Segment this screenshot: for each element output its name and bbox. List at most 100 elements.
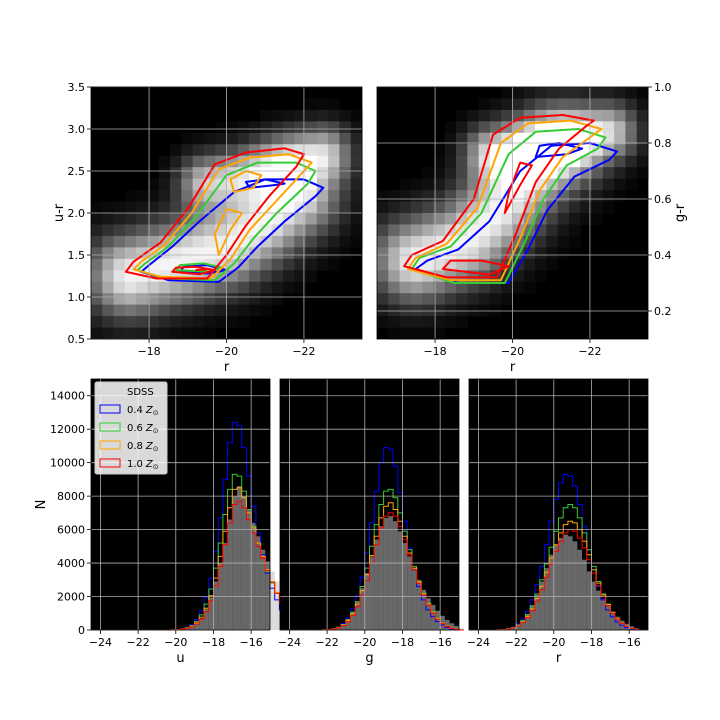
heatmap-cell xyxy=(501,121,513,134)
heatmap-cell xyxy=(546,235,559,248)
heatmap-cell xyxy=(478,167,491,180)
hist-bar-sdss xyxy=(426,598,431,630)
heatmap-cell xyxy=(410,201,423,214)
heatmap-cell xyxy=(501,281,513,294)
hist-bar-sdss xyxy=(534,594,540,630)
heatmap-cell xyxy=(489,258,502,271)
heatmap-cell xyxy=(523,109,536,122)
heatmap-cell xyxy=(546,87,559,99)
heatmap-cell xyxy=(489,247,502,260)
heatmap-cell xyxy=(339,235,352,248)
hist-bar-sdss xyxy=(454,625,459,630)
hist-bar-sdss xyxy=(265,561,270,630)
y-tick-label: 14000 xyxy=(50,390,85,403)
y-axis-label: g-r xyxy=(673,203,688,222)
heatmap-cell xyxy=(271,293,284,306)
heatmap-cell xyxy=(339,167,352,180)
heatmap-cell xyxy=(158,167,171,180)
heatmap-cell xyxy=(467,132,480,145)
heatmap-cell xyxy=(546,201,559,214)
heatmap-cell xyxy=(192,190,205,203)
heatmap-cell xyxy=(489,144,502,157)
heatmap-cell xyxy=(512,98,525,111)
hist-bar-sdss xyxy=(189,626,195,630)
heatmap-cell xyxy=(136,190,148,203)
hist-bar-sdss xyxy=(525,614,531,630)
heatmap-cell xyxy=(535,270,547,283)
heatmap-cell xyxy=(91,293,103,306)
x-tick-label: −16 xyxy=(618,636,641,649)
heatmap-cell xyxy=(410,190,423,203)
heatmap-cell xyxy=(226,316,239,329)
heatmap-cell xyxy=(181,247,194,260)
heatmap-cell xyxy=(181,201,194,214)
heatmap-cell xyxy=(410,281,423,294)
heatmap-cell xyxy=(328,224,340,237)
heatmap-cell xyxy=(377,190,389,203)
heatmap-cell xyxy=(305,213,318,225)
heatmap-cell xyxy=(170,201,182,214)
heatmap-cell xyxy=(399,247,412,260)
heatmap-cell xyxy=(410,316,423,329)
heatmap-cell xyxy=(91,235,103,248)
heatmap-cell xyxy=(170,144,182,157)
heatmap-cell xyxy=(602,155,615,168)
heatmap-cell xyxy=(568,224,581,237)
heatmap-cell xyxy=(203,224,216,237)
heatmap-cell xyxy=(249,258,261,271)
legend-z: Z xyxy=(145,405,154,416)
heatmap-cell xyxy=(388,258,401,271)
heatmap-cell xyxy=(557,224,570,237)
heatmap-cell xyxy=(433,258,446,271)
heatmap-cell xyxy=(410,270,423,283)
heatmap-cell xyxy=(636,98,649,111)
heatmap-cell xyxy=(456,155,468,168)
heatmap-cell xyxy=(444,270,457,283)
heatmap-cell xyxy=(625,98,638,111)
heatmap-cell xyxy=(91,213,103,225)
heatmap-cell xyxy=(636,144,649,157)
axes-frame xyxy=(279,378,460,631)
hist-bar-sdss xyxy=(251,522,256,630)
hist-bar-sdss xyxy=(364,573,370,630)
heatmap-cell xyxy=(147,304,160,317)
x-tick-label: −18 xyxy=(202,636,225,649)
heatmap-cell xyxy=(316,121,329,134)
heatmap-cell xyxy=(226,213,239,225)
heatmap-cell xyxy=(523,258,536,271)
heatmap-cell xyxy=(512,144,525,157)
hist-bar-sdss xyxy=(336,626,342,630)
heatmap-cell xyxy=(102,235,115,248)
heatmap-cell xyxy=(181,327,194,340)
heatmap-cell xyxy=(501,235,513,248)
heatmap-cell xyxy=(478,144,491,157)
heatmap-cell xyxy=(444,190,457,203)
heatmap-cell xyxy=(237,293,250,306)
heatmap-cell xyxy=(625,87,638,99)
heatmap-cell xyxy=(260,109,273,122)
heatmap-cell xyxy=(282,121,295,134)
heatmap-cell xyxy=(512,87,525,99)
hist-bar-sdss xyxy=(591,581,597,630)
heatmap-cell xyxy=(158,327,171,340)
heatmap-cell xyxy=(305,109,318,122)
heatmap-cell xyxy=(568,121,581,134)
heatmap-cell xyxy=(136,224,148,237)
heatmap-cell xyxy=(591,190,604,203)
heatmap-cell xyxy=(523,132,536,145)
heatmap-cell xyxy=(467,155,480,168)
hist-bar-sdss xyxy=(435,610,441,630)
heatmap-cell xyxy=(591,213,604,225)
x-axis-label: r xyxy=(556,651,562,666)
y-tick-label: 2.5 xyxy=(68,165,86,178)
heatmap-cell xyxy=(377,316,389,329)
heatmap-cell xyxy=(316,201,329,214)
heatmap-cell xyxy=(557,178,570,191)
heatmap-cell xyxy=(113,224,126,237)
heatmap-cell xyxy=(456,213,468,225)
heatmap-cell xyxy=(215,190,227,203)
heatmap-cell xyxy=(294,121,307,134)
heatmap-cell xyxy=(226,247,239,260)
heatmap-cell xyxy=(410,235,423,248)
heatmap-cell xyxy=(388,235,401,248)
